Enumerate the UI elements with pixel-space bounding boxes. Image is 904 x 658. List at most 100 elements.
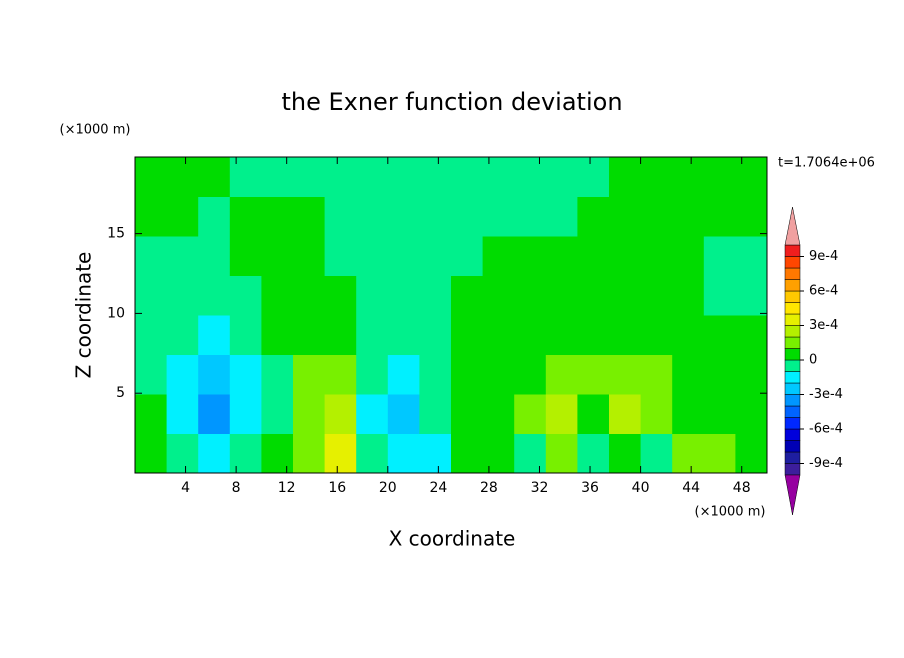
contour-cell — [356, 196, 389, 237]
contour-cell — [166, 394, 199, 434]
contour-cell — [609, 157, 642, 197]
contour-cell — [419, 354, 452, 395]
colorbar-bin — [784, 382, 801, 395]
colorbar-bin — [784, 440, 801, 453]
colorbar-bin — [784, 348, 801, 361]
contour-cell — [229, 354, 262, 395]
contour-cell — [324, 157, 357, 197]
colorbar-bin — [784, 290, 801, 303]
contour-cell — [545, 394, 578, 434]
contour-cell — [324, 433, 357, 473]
contour-cell — [261, 315, 294, 355]
x-tick-label: 8 — [232, 480, 241, 496]
contour-cell — [419, 394, 452, 434]
x-unit-label: (×1000 m) — [695, 505, 766, 520]
contour-cell — [198, 157, 231, 197]
contour-cell — [135, 433, 168, 473]
contour-cell — [482, 354, 515, 395]
contour-cell — [387, 196, 420, 237]
x-tick-label: 44 — [682, 480, 700, 496]
contour-cell — [419, 196, 452, 237]
colorbar-tick-label: -3e-4 — [809, 387, 843, 402]
contour-cell — [229, 157, 262, 197]
contour-cell — [451, 433, 484, 473]
x-tick-label: 16 — [328, 480, 346, 496]
contour-cell — [735, 315, 767, 355]
contour-cell — [293, 354, 326, 395]
contour-cell — [672, 275, 705, 316]
contour-cell — [261, 157, 294, 197]
x-tick-label: 28 — [480, 480, 498, 496]
contour-cell — [166, 354, 199, 395]
contour-cell — [198, 433, 231, 473]
x-tick-label: 4 — [181, 480, 190, 496]
contour-cell — [356, 433, 389, 473]
colorbar-bin — [784, 302, 801, 315]
contour-cell — [609, 354, 642, 395]
contour-cell — [545, 275, 578, 316]
contour-cell — [419, 275, 452, 316]
colorbar-tick-label: 9e-4 — [809, 249, 838, 264]
contour-cell — [672, 394, 705, 434]
contour-cell — [640, 315, 673, 355]
contour-cell — [609, 196, 642, 237]
contour-cell — [198, 275, 231, 316]
contour-cell — [198, 236, 231, 276]
contour-cell — [229, 275, 262, 316]
contour-cell — [261, 354, 294, 395]
colorbar-bin — [784, 336, 801, 349]
contour-cell — [735, 236, 767, 276]
contour-cell — [482, 315, 515, 355]
y-axis-label: Z coordinate — [72, 252, 96, 379]
colorbar-bin — [784, 371, 801, 384]
colorbar-tick-label: 0 — [809, 353, 817, 368]
contour-cell — [514, 433, 547, 473]
chart-title: the Exner function deviation — [281, 88, 622, 116]
contour-cell — [609, 315, 642, 355]
colorbar-bin — [784, 267, 801, 280]
contour-cell — [261, 433, 294, 473]
contour-cell — [482, 433, 515, 473]
contour-cell — [609, 394, 642, 434]
contour-cell — [703, 354, 736, 395]
contour-cell — [293, 433, 326, 473]
contour-cell — [229, 315, 262, 355]
contour-cell — [166, 236, 199, 276]
contour-cell — [703, 196, 736, 237]
contour-cell — [324, 275, 357, 316]
contour-cell — [419, 236, 452, 276]
colorbar-over — [784, 206, 801, 246]
contour-cell — [514, 196, 547, 237]
contour-cell — [419, 433, 452, 473]
contour-cell — [577, 433, 610, 473]
colorbar-bin — [784, 359, 801, 372]
contour-cell — [703, 394, 736, 434]
contour-cell — [672, 315, 705, 355]
contour-cell — [229, 196, 262, 237]
contour-cell — [198, 315, 231, 355]
colorbar-bin — [784, 417, 801, 430]
colorbar-bin — [784, 325, 801, 338]
contour-cell — [640, 196, 673, 237]
contour-cell — [261, 196, 294, 237]
contour-cell — [356, 394, 389, 434]
contour-cell — [324, 394, 357, 434]
contour-cell — [514, 315, 547, 355]
contour-cell — [703, 315, 736, 355]
contour-cell — [356, 354, 389, 395]
contour-cell — [640, 275, 673, 316]
contour-cell — [672, 354, 705, 395]
contour-cell — [703, 236, 736, 276]
x-tick-label: 20 — [379, 480, 397, 496]
contour-cell — [198, 354, 231, 395]
contour-cell — [198, 196, 231, 237]
contour-cell — [229, 236, 262, 276]
contour-cell — [577, 157, 610, 197]
contour-cell — [451, 157, 484, 197]
contour-cell — [387, 433, 420, 473]
contour-cell — [577, 394, 610, 434]
contour-cell — [293, 275, 326, 316]
contour-cell — [735, 157, 767, 197]
